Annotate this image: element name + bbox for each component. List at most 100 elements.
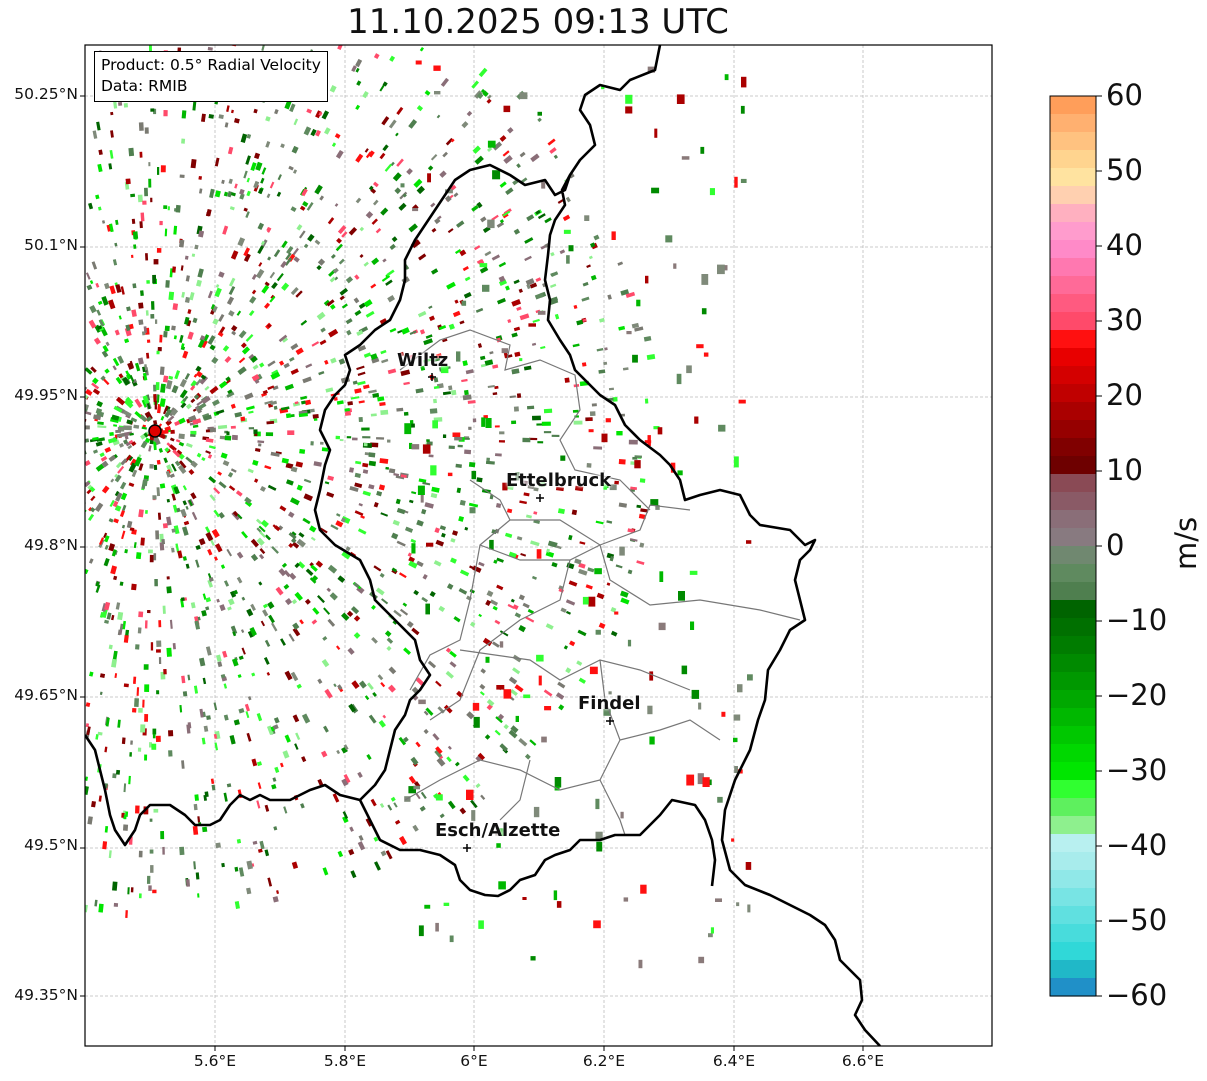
echo-pixel bbox=[115, 492, 123, 502]
echo-pixel bbox=[236, 310, 242, 316]
echo-pixel bbox=[111, 658, 117, 668]
lon-label-5.6: 5.6°E bbox=[193, 1052, 237, 1070]
echo-pixel bbox=[329, 592, 338, 601]
echo-pixel bbox=[230, 250, 239, 260]
echo-pixel bbox=[724, 265, 728, 271]
echo-pixel bbox=[625, 291, 636, 298]
echo-pixel bbox=[241, 596, 246, 601]
echo-pixel bbox=[619, 546, 625, 556]
echo-pixel bbox=[273, 717, 280, 724]
echo-pixel bbox=[389, 55, 396, 62]
echo-pixel bbox=[182, 485, 188, 491]
echo-pixel bbox=[235, 490, 243, 497]
echo-pixel bbox=[368, 484, 375, 490]
echo-pixel bbox=[461, 378, 468, 383]
echo-pixel bbox=[117, 465, 125, 474]
echo-pixel bbox=[346, 610, 354, 618]
echo-pixel bbox=[608, 691, 612, 695]
echo-pixel bbox=[106, 612, 112, 620]
echo-pixel bbox=[195, 544, 201, 551]
echo-pixel bbox=[495, 828, 502, 836]
echo-pixel bbox=[190, 602, 196, 609]
echo-pixel bbox=[125, 811, 129, 817]
echo-pixel bbox=[450, 138, 455, 143]
echo-pixel bbox=[267, 385, 275, 391]
echo-pixel bbox=[694, 416, 699, 424]
echo-pixel bbox=[240, 629, 245, 634]
echo-pixel bbox=[244, 496, 252, 505]
echo-pixel bbox=[291, 145, 299, 154]
echo-pixel bbox=[289, 103, 296, 113]
echo-pixel bbox=[129, 360, 134, 369]
echo-pixel bbox=[205, 526, 211, 533]
echo-pixel bbox=[140, 290, 144, 296]
echo-pixel bbox=[95, 282, 100, 288]
echo-pixel bbox=[665, 235, 673, 243]
echo-pixel bbox=[492, 392, 498, 396]
echo-pixel bbox=[403, 381, 410, 386]
echo-pixel bbox=[178, 417, 186, 425]
echo-pixel bbox=[348, 467, 355, 473]
colorbar-segment bbox=[1050, 726, 1096, 745]
echo-pixel bbox=[153, 394, 157, 403]
echo-pixel bbox=[259, 547, 266, 555]
echo-pixel bbox=[498, 440, 505, 443]
echo-pixel bbox=[121, 737, 126, 745]
echo-pixel bbox=[250, 538, 259, 548]
echo-pixel bbox=[152, 728, 157, 735]
echo-pixel bbox=[335, 243, 343, 252]
echo-pixel bbox=[396, 540, 406, 547]
echo-pixel bbox=[535, 209, 541, 215]
echo-pixel bbox=[264, 639, 271, 647]
echo-pixel bbox=[560, 607, 567, 613]
echo-pixel bbox=[207, 548, 213, 556]
colorbar-segment bbox=[1050, 924, 1096, 943]
echo-pixel bbox=[179, 174, 185, 179]
echo-pixel bbox=[379, 84, 385, 92]
echo-pixel bbox=[247, 468, 254, 474]
echo-pixel bbox=[435, 539, 445, 547]
echo-pixel bbox=[138, 122, 144, 131]
colorbar-segment bbox=[1050, 240, 1096, 259]
echo-pixel bbox=[506, 508, 513, 514]
echo-pixel bbox=[194, 620, 201, 630]
echo-pixel bbox=[481, 417, 486, 427]
echo-pixel bbox=[476, 477, 483, 483]
echo-pixel bbox=[430, 202, 436, 208]
echo-pixel bbox=[115, 284, 122, 293]
echo-pixel bbox=[251, 672, 256, 677]
echo-pixel bbox=[484, 250, 492, 257]
echo-pixel bbox=[301, 188, 308, 197]
echo-pixel bbox=[209, 188, 215, 199]
echo-pixel bbox=[391, 532, 399, 540]
echo-pixel bbox=[610, 607, 617, 613]
echo-pixel bbox=[125, 373, 132, 380]
echo-pixel bbox=[150, 108, 155, 112]
echo-pixel bbox=[178, 460, 187, 469]
echo-pixel bbox=[212, 399, 220, 407]
colorbar-segment bbox=[1050, 384, 1096, 403]
echo-pixel bbox=[236, 551, 244, 559]
echo-pixel bbox=[466, 789, 474, 800]
colorbar-segment bbox=[1050, 258, 1096, 277]
echo-pixel bbox=[320, 527, 328, 534]
echo-pixel bbox=[492, 141, 503, 151]
echo-pixel bbox=[565, 667, 572, 674]
echo-pixel bbox=[87, 484, 93, 490]
echo-pixel bbox=[424, 502, 434, 509]
echo-pixel bbox=[209, 385, 219, 395]
echo-pixel bbox=[193, 861, 196, 870]
echo-pixel bbox=[415, 60, 422, 65]
echo-pixel bbox=[498, 279, 508, 287]
echo-pixel bbox=[136, 687, 140, 696]
echo-pixel bbox=[175, 204, 181, 213]
echo-pixel bbox=[99, 452, 105, 458]
echo-pixel bbox=[125, 396, 134, 405]
echo-pixel bbox=[246, 133, 252, 139]
echo-pixel bbox=[421, 508, 427, 515]
echo-pixel bbox=[701, 274, 709, 285]
echo-pixel bbox=[153, 464, 158, 471]
echo-pixel bbox=[257, 245, 264, 255]
echo-pixel bbox=[205, 450, 211, 455]
echo-pixel bbox=[741, 76, 747, 88]
